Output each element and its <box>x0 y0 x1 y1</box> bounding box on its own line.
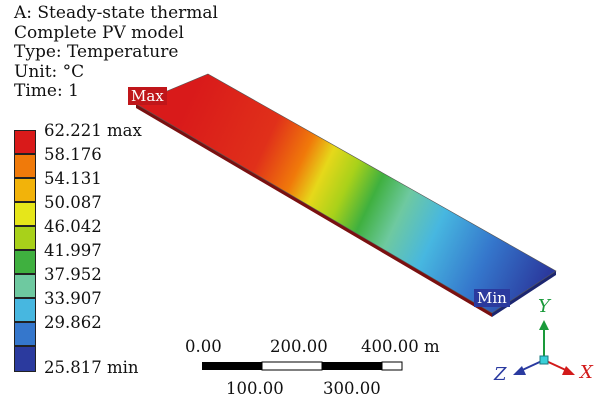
legend-label: 46.042 <box>44 217 102 236</box>
legend-swatch <box>14 274 36 298</box>
model-name: Complete PV model <box>14 22 184 43</box>
triad-origin <box>539 355 549 365</box>
scale-label: 300.00 <box>323 379 381 398</box>
triad-x-arrow <box>562 366 575 375</box>
legend-label: 58.176 <box>44 145 102 164</box>
legend-swatch <box>14 202 36 226</box>
legend-swatch <box>14 346 36 372</box>
triad-y-arrow <box>539 320 549 330</box>
pv-plate[interactable] <box>135 73 557 314</box>
legend-label: 41.997 <box>44 241 102 260</box>
legend-swatch <box>14 322 36 346</box>
legend-label: 54.131 <box>44 169 102 188</box>
scale-label: 0.00 <box>185 337 222 356</box>
legend-swatch <box>14 298 36 322</box>
legend-swatch <box>14 154 36 178</box>
scale-bar-segment <box>381 361 403 371</box>
legend-label: 50.087 <box>44 193 102 212</box>
result-type: Type: Temperature <box>14 42 179 62</box>
triad-z-arrow <box>513 366 526 375</box>
scale-bar-segment <box>261 361 323 371</box>
legend-label-min: 25.817 min <box>44 358 139 377</box>
legend-label: 33.907 <box>44 289 102 308</box>
max-probe-label[interactable]: Max <box>128 87 167 105</box>
legend-label: 29.862 <box>44 313 102 332</box>
triad-x-label: X <box>580 362 593 383</box>
result-unit: Unit: °C <box>14 61 85 82</box>
legend-swatch <box>14 250 36 274</box>
legend-swatch <box>14 178 36 202</box>
legend-swatch <box>14 130 36 154</box>
result-header: A: Steady-state thermal Complete PV mode… <box>14 3 218 102</box>
result-time: Time: 1 <box>14 81 79 101</box>
legend-label-max: 62.221 max <box>44 121 142 140</box>
analysis-title: A: Steady-state thermal <box>14 3 218 23</box>
scale-label: 200.00 <box>270 337 328 356</box>
min-probe-label[interactable]: Min <box>474 289 510 307</box>
plate-edge <box>136 104 492 317</box>
legend-label: 37.952 <box>44 265 102 284</box>
scale-bar-segment <box>322 362 382 370</box>
scale-label: 100.00 <box>226 379 284 398</box>
scale-bar-segment <box>202 362 262 370</box>
scale-label: 400.00 m <box>361 337 440 356</box>
triad-y-label: Y <box>538 296 550 317</box>
legend-swatch <box>14 226 36 250</box>
triad-z-label: Z <box>494 364 507 385</box>
